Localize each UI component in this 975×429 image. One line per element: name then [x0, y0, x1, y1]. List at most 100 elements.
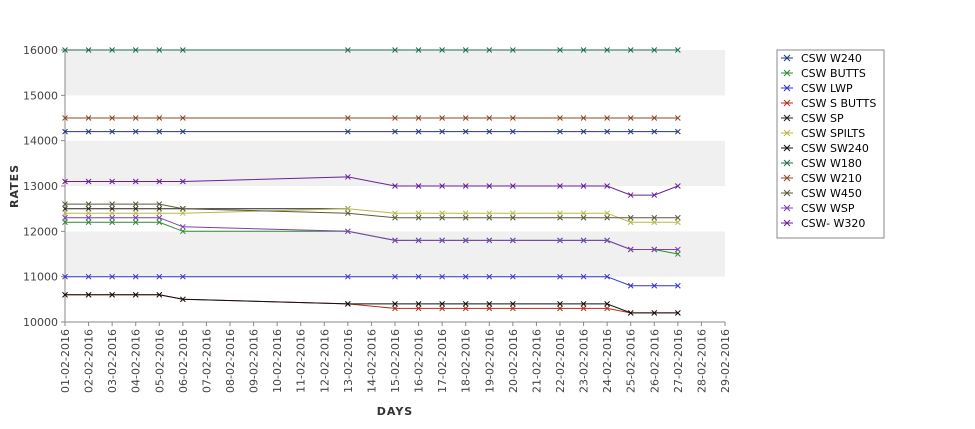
data-point	[85, 128, 92, 135]
legend-marker	[781, 144, 793, 152]
data-point	[132, 47, 139, 53]
data-point	[392, 273, 398, 280]
data-point	[156, 273, 163, 280]
y-tick-label: 13000	[23, 180, 58, 193]
x-tick-label: 12-02-2016	[318, 329, 331, 393]
data-point	[392, 237, 398, 244]
data-point	[486, 273, 493, 280]
data-point	[85, 115, 92, 121]
data-point	[604, 305, 610, 312]
data-point	[627, 192, 634, 198]
x-tick-label: 20-02-2016	[507, 329, 520, 393]
legend-marker	[781, 54, 793, 62]
series-layer	[62, 47, 681, 316]
data-point	[627, 282, 634, 289]
y-tick-label: 10000	[23, 316, 58, 329]
data-point	[510, 301, 516, 307]
grid-band	[65, 231, 725, 277]
series-11	[62, 174, 681, 198]
data-point	[439, 183, 445, 189]
data-point	[510, 210, 516, 217]
data-point	[345, 174, 351, 180]
grid-band	[65, 276, 725, 322]
x-tick-label: 03-02-2016	[106, 329, 119, 393]
legend-entry: CSW S BUTTS	[801, 97, 876, 110]
y-tick-label: 14000	[23, 135, 58, 148]
data-point	[415, 301, 422, 307]
y-axis: 10000 11000 12000 13000 14000 15000 16000	[23, 44, 65, 329]
data-point	[557, 214, 563, 221]
data-point	[462, 115, 469, 121]
data-point	[85, 201, 92, 207]
data-point	[462, 214, 469, 221]
data-point	[675, 128, 681, 135]
data-point	[132, 205, 139, 212]
data-point	[675, 47, 681, 53]
data-point	[627, 219, 634, 226]
x-tick-label: 17-02-2016	[436, 329, 449, 393]
data-point	[345, 47, 351, 53]
data-point	[651, 246, 658, 253]
x-tick-label: 02-02-2016	[83, 329, 96, 393]
data-point	[675, 219, 681, 226]
data-point	[580, 47, 587, 53]
data-point	[62, 201, 68, 207]
legend-box	[776, 49, 885, 239]
data-point	[604, 301, 610, 307]
data-point	[604, 128, 610, 135]
data-point	[132, 291, 139, 298]
x-tick-label: 27-02-2016	[672, 329, 685, 393]
data-point	[156, 219, 163, 226]
data-point	[392, 210, 398, 217]
data-point	[132, 219, 139, 226]
data-point	[180, 205, 186, 212]
data-point	[62, 291, 68, 298]
legend-entry: CSW SPILTS	[801, 127, 865, 140]
legend-marker	[781, 204, 793, 212]
x-tick-label: 15-02-2016	[389, 329, 402, 393]
data-point	[486, 115, 493, 121]
legend-marker	[781, 114, 793, 122]
data-point	[510, 305, 516, 312]
data-point	[392, 183, 398, 189]
data-point	[415, 47, 422, 53]
data-point	[392, 214, 398, 221]
x-tick-label: 22-02-2016	[554, 329, 567, 393]
data-point	[510, 214, 516, 221]
data-point	[486, 210, 493, 217]
legend-entry: CSW SW240	[801, 142, 869, 155]
legend-marker	[781, 189, 793, 197]
data-point	[580, 115, 587, 121]
data-point	[156, 128, 163, 135]
data-point	[156, 115, 163, 121]
data-point	[109, 205, 115, 212]
data-point	[627, 246, 634, 253]
data-point	[132, 178, 139, 185]
data-point	[109, 178, 115, 185]
data-point	[180, 228, 186, 235]
data-point	[675, 115, 681, 121]
data-point	[415, 210, 422, 217]
data-point	[439, 47, 445, 53]
data-point	[392, 47, 398, 53]
data-point	[85, 47, 92, 53]
x-tick-label: 11-02-2016	[295, 329, 308, 393]
data-point	[85, 210, 92, 217]
data-point	[415, 273, 422, 280]
x-tick-label: 10-02-2016	[271, 329, 284, 393]
data-point	[486, 237, 493, 244]
data-point	[62, 214, 68, 221]
legend-entry: CSW LWP	[801, 82, 853, 95]
data-point	[580, 128, 587, 135]
data-point	[345, 115, 351, 121]
legend-marker	[781, 174, 793, 182]
data-point	[132, 273, 139, 280]
x-axis: 01-02-2016 02-02-2016 03-02-2016 04-02-2016…	[59, 322, 732, 393]
data-point	[557, 237, 563, 244]
y-tick-label: 15000	[23, 89, 58, 102]
series-7	[62, 47, 681, 53]
legend-entry: CSW WSP	[801, 202, 855, 215]
x-tick-label: 24-02-2016	[601, 329, 614, 393]
data-point	[557, 115, 563, 121]
data-point	[675, 251, 681, 257]
